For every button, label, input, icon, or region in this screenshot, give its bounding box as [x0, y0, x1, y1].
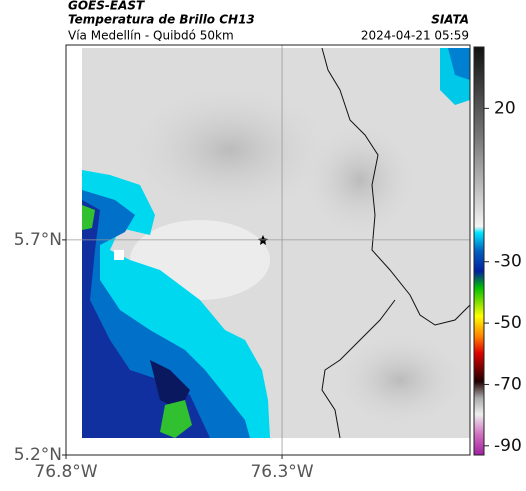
colorbar-tick-label: -70	[494, 374, 522, 394]
y-tick-label: 5.7°N	[14, 230, 62, 250]
title: Temperatura de Brillo CH13	[68, 13, 255, 27]
subtitle: Vía Medellín - Quibdó 50km	[68, 29, 234, 43]
colorbar-tick-label: -30	[494, 252, 522, 272]
colorbar-tick-label: -50	[494, 313, 522, 333]
product-label: GOES-EAST	[68, 0, 145, 13]
timestamp: 2024-04-21 05:59	[361, 29, 469, 43]
colorbar	[473, 46, 485, 456]
source: SIATA	[431, 13, 469, 27]
colorbar-tick-label: 20	[494, 98, 516, 118]
borders	[321, 47, 471, 439]
x-tick-label: 76.3°W	[250, 462, 313, 482]
map-frame	[65, 44, 471, 456]
colorbar-tick-label: -90	[494, 436, 522, 456]
x-tick-label: 76.8°W	[34, 462, 97, 482]
y-tick-label: 5.2°N	[14, 445, 62, 465]
imagery	[82, 48, 470, 438]
